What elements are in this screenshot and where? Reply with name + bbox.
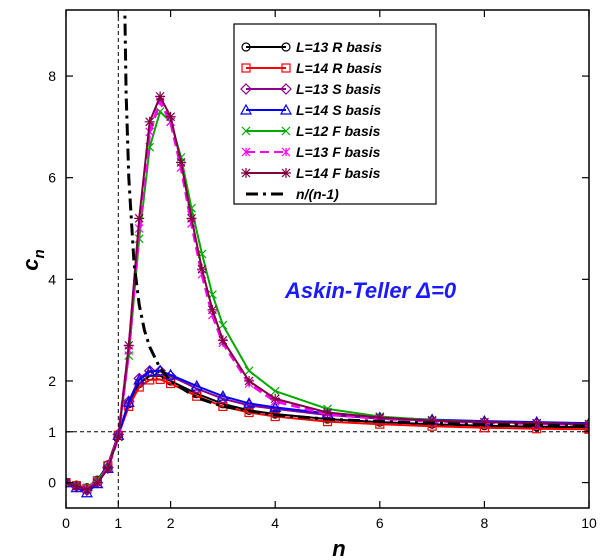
legend: L=13 R basis L=14 R basis L=13 S basis L=14… [233, 23, 437, 205]
data-point [241, 126, 251, 136]
data-point [281, 63, 291, 73]
data-point [279, 103, 293, 115]
y-tick-label: 6 [48, 170, 56, 186]
data-point [144, 116, 155, 127]
legend-item: L=13 S basis [240, 81, 381, 97]
data-point [154, 364, 166, 377]
data-point [240, 83, 252, 95]
legend-label: L=14 F basis [296, 165, 381, 181]
legend-label: L=14 R basis [296, 60, 382, 76]
data-point [427, 415, 438, 426]
data-point [155, 107, 165, 117]
data-point [196, 264, 207, 275]
legend-item: n/(n-1) [246, 186, 339, 202]
data-point [165, 111, 176, 122]
x-tick-label: 4 [271, 515, 279, 531]
data-point [281, 42, 291, 52]
data-point [166, 378, 176, 389]
legend-item: L=12 F basis [241, 123, 381, 139]
legend-item: L=14 S basis [239, 102, 381, 118]
y-tick-label: 0 [48, 475, 56, 491]
series-line [123, 10, 589, 428]
data-point [244, 366, 254, 376]
x-tick-label: 6 [376, 515, 384, 531]
data-point [243, 397, 256, 408]
y-tick-label: 8 [48, 68, 56, 84]
y-tick-label: 1 [48, 424, 56, 440]
data-point [479, 417, 490, 428]
data-point [123, 340, 134, 351]
data-point [217, 335, 228, 346]
data-point [241, 168, 251, 178]
data-point [134, 213, 145, 224]
data-point [374, 412, 385, 423]
data-point [322, 407, 333, 418]
svg-text:cn: cn [18, 249, 48, 270]
x-tick-label: 2 [167, 515, 175, 531]
data-point [102, 463, 113, 474]
data-point [281, 147, 291, 157]
data-point [113, 431, 124, 442]
data-point [281, 168, 291, 178]
data-point [216, 389, 229, 401]
legend-label: L=14 S basis [296, 102, 381, 118]
data-point [190, 379, 203, 391]
data-point [241, 42, 251, 52]
reference-lines [66, 10, 589, 508]
data-point [241, 147, 251, 157]
axis-ticks: 0 1 2 4 6 8 10 0 1 2 4 6 8 [48, 10, 597, 531]
data-point [81, 484, 92, 495]
y-tick-label: 4 [48, 271, 56, 287]
legend-item: L=14 R basis [241, 60, 382, 76]
data-point [164, 368, 177, 380]
y-axis-title-main: c [18, 258, 43, 270]
data-point [122, 396, 135, 407]
annotation-label: Askin-Teller Δ=0 [284, 278, 457, 303]
x-tick-label: 0 [62, 515, 70, 531]
x-tick-label: 8 [481, 515, 489, 531]
data-point [270, 386, 280, 396]
data-point [281, 126, 291, 136]
data-point [584, 424, 589, 434]
series-7 [123, 10, 589, 428]
legend-label: L=12 F basis [296, 123, 381, 139]
series-layer [66, 10, 589, 498]
series-6 [66, 91, 589, 495]
data-point [133, 373, 146, 385]
data-point [244, 375, 255, 386]
y-tick-label: 2 [48, 373, 56, 389]
legend-item: L=14 F basis [241, 165, 381, 181]
data-point [270, 393, 281, 404]
x-tick-label: 10 [581, 515, 597, 531]
x-tick-label: 1 [114, 515, 122, 531]
legend-item: L=13 R basis [241, 39, 382, 55]
data-point [176, 157, 187, 168]
plot-frame [65, 9, 590, 509]
data-point [155, 91, 166, 102]
data-point [143, 365, 156, 377]
data-point [269, 401, 282, 412]
data-point [71, 481, 82, 492]
data-point [92, 477, 103, 488]
data-point [186, 213, 197, 224]
data-point [66, 476, 72, 489]
legend-label: L=13 F basis [296, 144, 381, 160]
legend-label: L=13 S basis [296, 81, 381, 97]
x-axis-title: n [332, 536, 345, 560]
y-axis-title: cn [18, 249, 48, 270]
legend-label: n/(n-1) [296, 186, 339, 202]
data-point [239, 103, 253, 115]
data-point [207, 304, 218, 315]
data-point [218, 320, 228, 330]
legend-label: L=13 R basis [296, 39, 382, 55]
data-point [531, 418, 542, 429]
legend-item: L=13 F basis [241, 144, 381, 160]
y-axis-title-subscript: n [31, 249, 48, 258]
data-point [280, 83, 292, 95]
data-point [241, 63, 251, 73]
